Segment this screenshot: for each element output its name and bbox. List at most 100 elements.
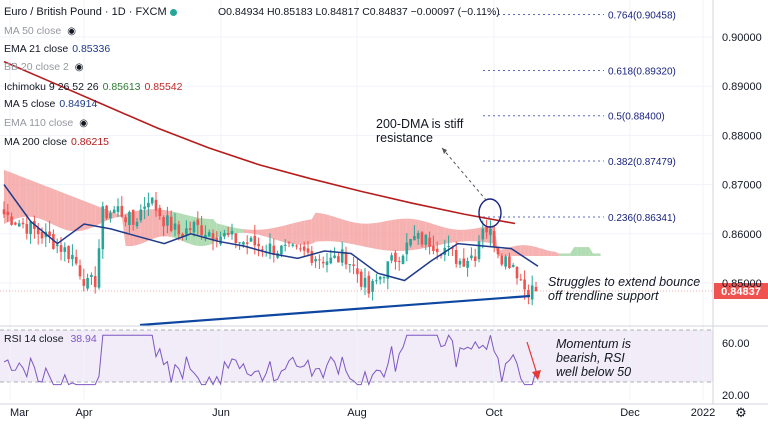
candle-body bbox=[147, 202, 150, 208]
candle-body bbox=[272, 245, 276, 255]
ichimoku-cloud-segment bbox=[467, 229, 472, 242]
candle-body bbox=[394, 252, 397, 262]
ichimoku-cloud-segment bbox=[91, 203, 96, 228]
ichimoku-cloud-segment bbox=[551, 251, 555, 256]
candle-body bbox=[367, 275, 371, 294]
ichimoku-cloud-segment bbox=[433, 224, 438, 247]
candle-body bbox=[477, 241, 481, 260]
x-tick-label: Dec bbox=[620, 407, 640, 419]
ichimoku-cloud-segment bbox=[148, 209, 153, 241]
ichimoku-cloud-segment bbox=[270, 227, 274, 240]
ichimoku-cloud-segment bbox=[596, 253, 601, 256]
candle-body bbox=[371, 280, 374, 292]
legend-item-ema-110-close[interactable]: EMA 110 close ◉ bbox=[4, 116, 88, 131]
candle-body bbox=[67, 245, 70, 259]
candle-body bbox=[162, 217, 165, 227]
eye-off-icon[interactable]: ◉ bbox=[67, 26, 76, 37]
candle-body bbox=[48, 231, 51, 237]
ichimoku-cloud-segment bbox=[566, 253, 571, 256]
candle-body bbox=[435, 248, 439, 253]
ichimoku-cloud-segment bbox=[357, 223, 362, 246]
candle-body bbox=[466, 260, 469, 268]
candle-body bbox=[337, 256, 340, 263]
legend-item-ma-5-close[interactable]: MA 5 close 0.84914 bbox=[4, 97, 97, 111]
rsi-legend-label: RSI 14 close bbox=[4, 333, 64, 345]
x-tick-label: Mar bbox=[10, 407, 29, 419]
candle-body bbox=[230, 230, 234, 235]
legend-item-bb-20-close-2[interactable]: BB 20 close 2 ◉ bbox=[4, 60, 84, 75]
ichimoku-cloud-segment bbox=[156, 209, 160, 238]
candle-body bbox=[2, 209, 6, 215]
gear-icon[interactable]: ⚙ bbox=[735, 406, 747, 421]
y-tick-label: 0.90000 bbox=[722, 32, 762, 44]
ichimoku-cloud-segment bbox=[391, 219, 396, 251]
candle-body bbox=[276, 253, 279, 258]
ichimoku-cloud-segment bbox=[384, 220, 388, 251]
candle-body bbox=[169, 216, 173, 231]
rsi-line bbox=[3, 334, 537, 387]
candle-body bbox=[116, 206, 120, 213]
candle-body bbox=[329, 257, 333, 264]
candle-body bbox=[485, 227, 488, 233]
ichimoku-cloud-segment bbox=[61, 191, 65, 230]
eye-off-icon[interactable]: ◉ bbox=[74, 62, 84, 73]
ichimoku-cloud-segment bbox=[574, 247, 578, 256]
ichimoku-cloud-segment bbox=[315, 212, 320, 242]
ichimoku-cloud-segment bbox=[536, 247, 540, 256]
momentum-annotation-line1: Momentum is bbox=[556, 337, 632, 351]
candle-body bbox=[36, 227, 40, 235]
candle-body bbox=[71, 254, 74, 260]
candle-body bbox=[154, 199, 158, 211]
candle-body bbox=[413, 235, 416, 241]
legend-item-ma-50-close[interactable]: MA 50 close ◉ bbox=[4, 24, 76, 39]
ichimoku-cloud-segment bbox=[365, 223, 369, 248]
ichimoku-cloud-segment bbox=[300, 220, 305, 245]
rsi-down-arrow bbox=[526, 341, 538, 375]
candle-body bbox=[192, 221, 196, 233]
ichimoku-cloud-segment bbox=[475, 227, 479, 242]
fib-level-label: 0.382(0.87479) bbox=[608, 157, 676, 168]
candle-body bbox=[390, 255, 393, 261]
ichimoku-cloud-segment bbox=[296, 221, 301, 245]
candle-body bbox=[25, 224, 29, 234]
dma-annotation-line1: 200-DMA is stiff bbox=[376, 117, 464, 131]
ichimoku-cloud-segment bbox=[349, 221, 354, 245]
y-tick-label: 0.87000 bbox=[722, 180, 762, 192]
legend-label: MA 200 close bbox=[4, 136, 68, 148]
candle-body bbox=[223, 233, 226, 237]
ichimoku-cloud-segment bbox=[387, 220, 392, 251]
ichimoku-cloud-segment bbox=[410, 218, 415, 251]
candle-body bbox=[416, 232, 420, 239]
ichimoku-cloud-segment bbox=[152, 209, 156, 240]
ichimoku-cloud-segment bbox=[441, 226, 445, 245]
candle-body bbox=[238, 242, 241, 244]
candle-body bbox=[363, 277, 367, 288]
fib-level-label: 0.236(0.86341) bbox=[608, 213, 676, 224]
ichimoku-cloud-segment bbox=[273, 227, 278, 241]
candle-body bbox=[215, 237, 219, 242]
candle-body bbox=[454, 250, 458, 264]
fib-level-label: 0.5(0.88400) bbox=[608, 112, 665, 123]
ichimoku-cloud-segment bbox=[524, 245, 529, 256]
candle-body bbox=[63, 247, 67, 252]
momentum-annotation-line2: bearish, RSI bbox=[556, 351, 625, 365]
ichimoku-cloud-segment bbox=[448, 228, 453, 244]
candle-body bbox=[10, 216, 13, 225]
legend-item-ichimoku-9-26-52-26[interactable]: Ichimoku 9 26 52 26 0.85613 0.85542 bbox=[4, 80, 183, 94]
ichimoku-cloud-segment bbox=[4, 169, 8, 224]
dma-annotation-arrow bbox=[441, 147, 487, 201]
eye-off-icon[interactable]: ◉ bbox=[79, 118, 88, 129]
legend-item-ma-200-close[interactable]: MA 200 close 0.86215 bbox=[4, 135, 109, 149]
ichimoku-cloud-segment bbox=[68, 194, 73, 232]
momentum-annotation: Momentum is bearish, RSI well below 50 bbox=[556, 337, 631, 379]
ichimoku-cloud-segment bbox=[570, 247, 574, 256]
candle-body bbox=[204, 234, 207, 238]
ichimoku-cloud-segment bbox=[558, 253, 563, 256]
candle-body bbox=[318, 259, 321, 261]
ichimoku-cloud-segment bbox=[83, 200, 88, 231]
ichimoku-cloud-segment bbox=[49, 187, 54, 225]
candle-body bbox=[504, 256, 507, 267]
ichimoku-cloud-segment bbox=[342, 219, 346, 243]
legend-item-ema-21-close[interactable]: EMA 21 close 0.85336 bbox=[4, 42, 110, 56]
candle-body bbox=[158, 207, 162, 217]
